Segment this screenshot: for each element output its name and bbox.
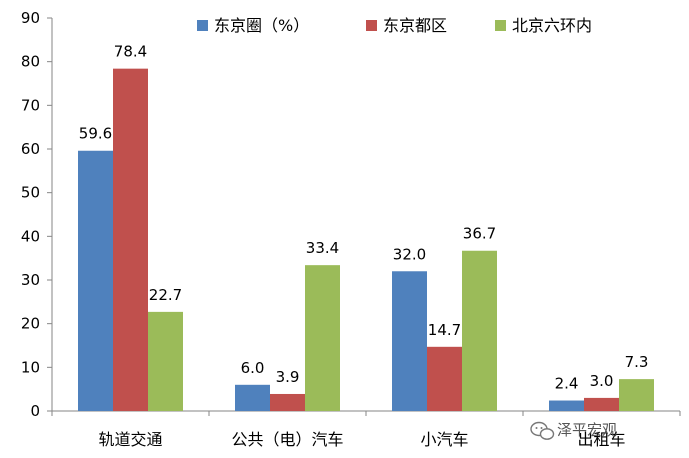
data-label: 6.0	[241, 359, 265, 377]
y-tick-label: 10	[21, 358, 40, 376]
bar	[148, 311, 183, 411]
wechat-icon	[530, 421, 555, 440]
bar	[392, 271, 427, 411]
bar	[113, 68, 148, 412]
legend-label: 东京都区	[383, 16, 447, 35]
bar	[584, 397, 619, 411]
y-tick-label: 90	[21, 9, 40, 27]
legend-swatch	[197, 20, 208, 31]
data-label: 2.4	[555, 375, 579, 393]
data-labels: 59.6 6.0 32.0 2.4 78.4 3.9 14.7 3.0 22.7 33.4 36.7…	[79, 43, 649, 393]
data-label: 3.0	[590, 372, 614, 390]
x-category-label: 出租车	[577, 430, 625, 449]
legend-swatch	[495, 20, 506, 31]
legend-swatch	[366, 20, 377, 31]
data-label: 78.4	[114, 43, 147, 61]
data-label: 33.4	[306, 239, 339, 257]
y-tick-label: 60	[21, 140, 40, 158]
data-label: 36.7	[463, 225, 496, 243]
watermark-text: 泽平宏观	[557, 421, 617, 439]
y-tick-label: 0	[30, 402, 40, 420]
bar	[549, 400, 584, 411]
legend-label: 北京六环内	[512, 16, 592, 35]
bar	[427, 346, 462, 411]
y-tick-label: 40	[21, 227, 40, 245]
bar	[462, 250, 497, 411]
bar	[235, 384, 270, 411]
y-tick-label: 80	[21, 53, 40, 71]
x-category-label: 轨道交通	[98, 430, 162, 449]
y-tick-label: 20	[21, 315, 40, 333]
y-axis: 0 10 20 30 40 50 60 70 80 90	[21, 9, 53, 420]
y-tick-label: 70	[21, 96, 40, 114]
data-label: 59.6	[79, 125, 112, 143]
bar	[78, 150, 113, 411]
bar	[305, 265, 340, 411]
x-category-label: 小汽车	[420, 430, 468, 449]
data-label: 3.9	[276, 368, 300, 386]
bar	[270, 393, 305, 411]
data-label: 7.3	[625, 353, 649, 371]
data-label: 14.7	[428, 321, 461, 339]
legend-label: 东京圈（%）	[214, 16, 309, 35]
watermark: 泽平宏观	[530, 421, 617, 440]
bar	[619, 379, 654, 411]
bars	[78, 68, 654, 412]
data-label: 22.7	[149, 286, 182, 304]
y-tick-label: 50	[21, 184, 40, 202]
y-tick-label: 30	[21, 271, 40, 289]
data-label: 32.0	[393, 245, 426, 263]
x-category-label: 公共（电）汽车	[231, 430, 343, 449]
legend: 东京圈（%） 东京都区 北京六环内	[197, 16, 592, 35]
